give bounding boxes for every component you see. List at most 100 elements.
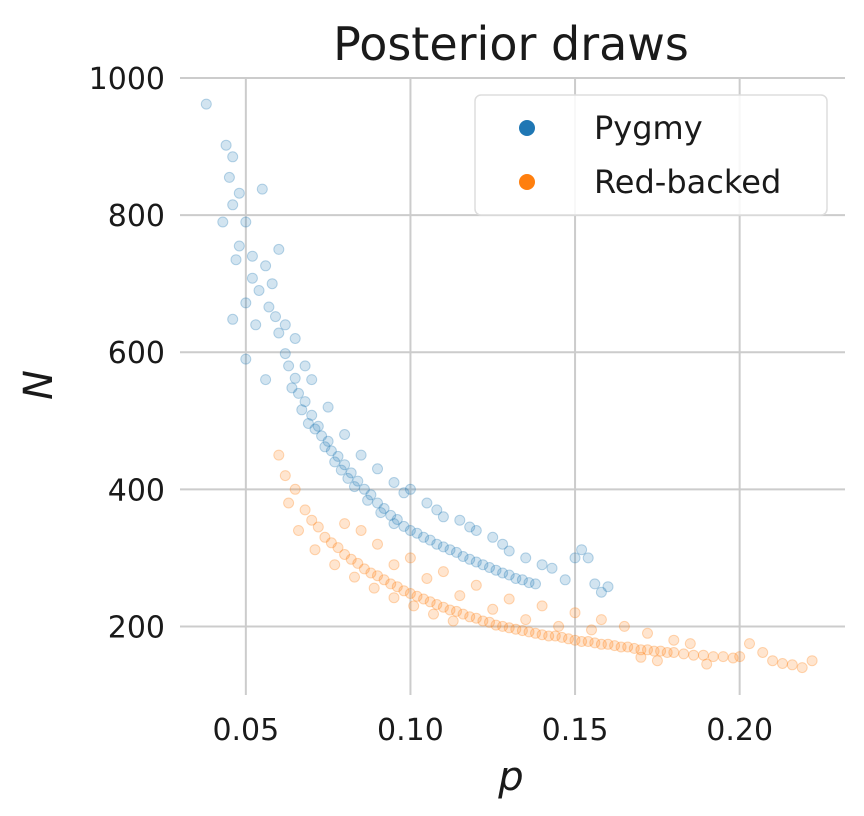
scatter-point <box>358 563 370 575</box>
scatter-point <box>404 552 416 564</box>
scatter-point <box>470 579 482 591</box>
scatter-point <box>220 139 232 151</box>
scatter-point <box>312 420 324 432</box>
scatter-point <box>777 658 788 669</box>
scatter-point <box>273 327 285 339</box>
scatter-point <box>490 564 502 576</box>
scatter-point <box>431 504 443 516</box>
scatter-point <box>263 301 275 313</box>
scatter-point <box>332 450 344 462</box>
scatter-point <box>589 637 601 649</box>
scatter-point <box>470 556 482 568</box>
scatter-point <box>668 647 680 658</box>
scatter-point <box>628 642 640 654</box>
scatter-point <box>349 571 360 583</box>
scatter-point <box>283 497 295 509</box>
scatter-point <box>484 562 495 573</box>
scatter-point <box>447 615 459 627</box>
scatter-point <box>651 655 663 667</box>
scatter-point <box>299 396 311 408</box>
scatter-point <box>408 600 420 612</box>
scatter-point <box>352 475 364 487</box>
scatter-point <box>457 551 469 562</box>
scatter-point <box>233 187 245 199</box>
scatter-point <box>516 625 528 637</box>
scatter-point <box>451 546 462 558</box>
scatter-point <box>335 464 347 476</box>
scatter-point <box>240 297 252 309</box>
scatter-point <box>582 636 594 647</box>
scatter-point <box>355 449 367 461</box>
scatter-point <box>240 216 252 228</box>
scatter-point <box>325 445 337 457</box>
scatter-point <box>391 514 403 525</box>
scatter-point <box>250 319 262 331</box>
scatter-point <box>806 655 818 667</box>
scatter-point <box>217 216 229 228</box>
x-axis-ticks: 0.05 0.10 0.15 0.20 <box>212 713 773 748</box>
series-pygmy <box>200 98 614 598</box>
scatter-point <box>510 623 522 635</box>
scatter-point <box>349 481 360 493</box>
scatter-point <box>744 638 755 650</box>
scatter-point <box>602 638 614 650</box>
scatter-point <box>497 567 509 579</box>
scatter-point <box>404 588 416 599</box>
scatter-point <box>279 348 291 360</box>
y-axis-ticks: 200 400 600 800 1000 <box>89 62 165 645</box>
scatter-point <box>345 467 357 479</box>
scatter-point <box>352 557 364 569</box>
x-tick-label: 0.10 <box>377 713 444 748</box>
scatter-point <box>536 559 548 571</box>
scatter-point <box>329 559 341 571</box>
scatter-point <box>421 573 433 584</box>
scatter-point <box>437 566 449 578</box>
scatter-point <box>358 483 370 495</box>
scatter-point <box>372 570 383 582</box>
scatter-point <box>293 525 304 536</box>
scatter-point <box>289 333 301 344</box>
scatter-point <box>484 616 495 628</box>
scatter-point <box>227 199 239 211</box>
x-tick-label: 0.20 <box>706 713 773 748</box>
scatter-point <box>319 441 331 453</box>
scatter-point <box>520 552 532 564</box>
scatter-point <box>635 644 647 656</box>
scatter-point <box>503 569 515 581</box>
scatter-point <box>549 630 561 642</box>
scatter-point <box>451 605 462 617</box>
scatter-point <box>342 472 354 484</box>
scatter-point <box>329 456 341 468</box>
scatter-point <box>464 611 476 623</box>
scatter-point <box>786 659 798 671</box>
scatter-point <box>523 577 535 589</box>
scatter-point <box>717 651 729 663</box>
scatter-point <box>368 582 380 594</box>
scatter-point <box>536 600 548 612</box>
scatter-point <box>457 608 469 620</box>
scatter-point <box>306 409 318 421</box>
scatter-point <box>299 504 311 516</box>
scatter-point <box>421 497 433 509</box>
scatter-point <box>309 423 321 435</box>
scatter-point <box>497 538 509 550</box>
scatter-point <box>454 590 466 602</box>
scatter-point <box>385 578 397 590</box>
scatter-point <box>418 593 430 605</box>
scatter-point <box>372 538 383 550</box>
scatter-point <box>701 658 713 670</box>
legend-marker-red-backed <box>519 174 535 190</box>
scatter-point <box>546 562 558 574</box>
scatter-point <box>319 531 331 543</box>
scatter-point <box>437 541 449 553</box>
scatter-point <box>388 559 400 571</box>
scatter-point <box>569 607 581 619</box>
scatter-point <box>306 514 318 526</box>
scatter-point <box>372 497 383 509</box>
scatter-point <box>595 614 607 626</box>
scatter-point <box>503 593 515 605</box>
x-tick-label: 0.15 <box>542 713 609 748</box>
scatter-point <box>615 641 627 653</box>
scatter-point <box>490 619 502 631</box>
scatter-point <box>322 435 334 447</box>
